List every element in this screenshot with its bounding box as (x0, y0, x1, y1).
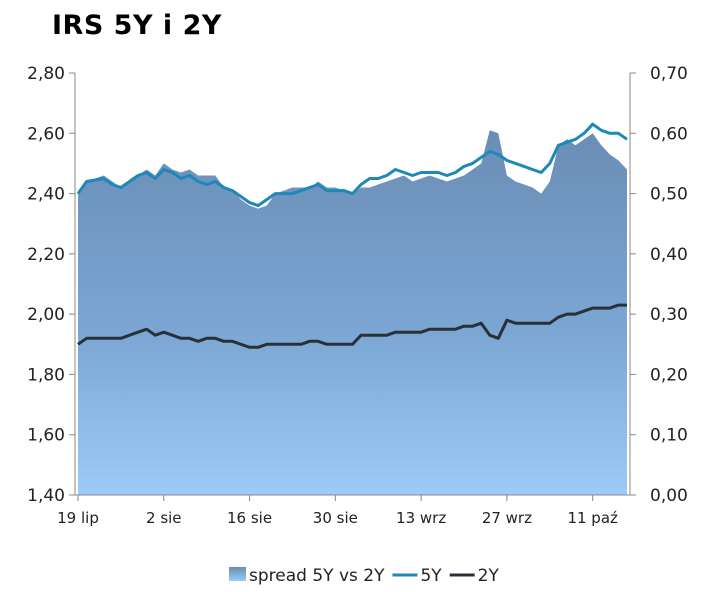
y-right-tick-label: 0,50 (650, 185, 688, 205)
legend-label: 2Y (478, 566, 500, 586)
y-left-tick-label: 2,20 (27, 245, 65, 265)
series-area-spread (78, 130, 627, 496)
x-tick-label: 16 sie (227, 509, 272, 527)
y-right-tick-label: 0,10 (650, 426, 688, 446)
legend-label: spread 5Y vs 2Y (249, 566, 385, 586)
y-left-tick-label: 2,80 (27, 64, 65, 84)
y-right-tick-label: 0,00 (650, 486, 688, 506)
series-line-2y (77, 303, 627, 349)
series-line-5y (76, 122, 628, 208)
legend: spread 5Y vs 2Y 5Y 2Y (229, 566, 499, 586)
x-tick-label: 11 paź (567, 509, 618, 527)
legend-label: 5Y (420, 566, 442, 586)
y-left-tick-label: 2,60 (27, 124, 65, 144)
y-right-tick-label: 0,70 (650, 64, 688, 84)
chart-title: IRS 5Y i 2Y (52, 10, 222, 41)
y-left-tick-label: 1,40 (27, 486, 65, 506)
y-left-tick-label: 1,60 (27, 426, 65, 446)
y-right-tick-label: 0,30 (650, 305, 688, 325)
x-tick-label: 27 wrz (482, 509, 532, 527)
y-right-tick-label: 0,60 (650, 124, 688, 144)
x-tick-label: 2 sie (146, 509, 182, 527)
y-left-tick-label: 1,80 (27, 365, 65, 385)
y-right-tick-label: 0,20 (650, 365, 688, 385)
y-left-tick-label: 2,00 (27, 305, 65, 325)
y-left-tick-label: 2,40 (27, 185, 65, 205)
y-right-tick-label: 0,40 (650, 245, 688, 265)
x-tick-label: 30 sie (313, 509, 358, 527)
x-tick-label: 13 wrz (396, 509, 446, 527)
legend-swatch-spread (229, 567, 246, 581)
x-tick-label: 19 lip (57, 509, 99, 527)
